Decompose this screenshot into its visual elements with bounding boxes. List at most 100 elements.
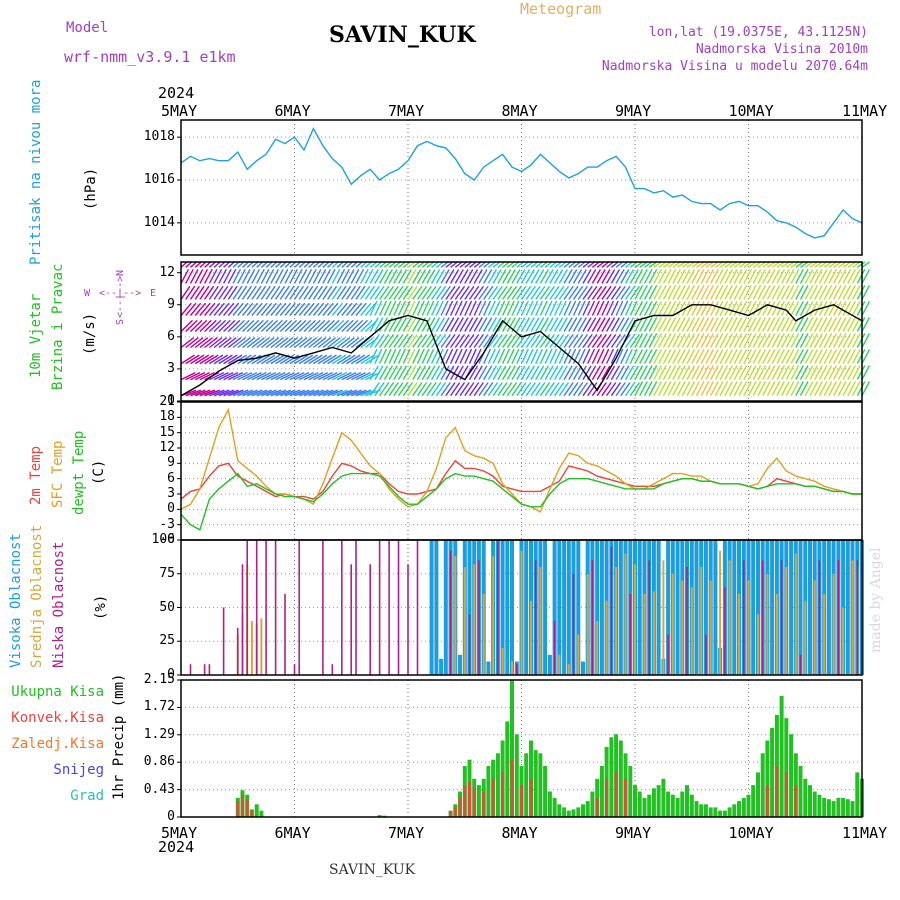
wind-barb (251, 337, 265, 349)
wind-barb (345, 302, 358, 316)
wind-barb (298, 354, 314, 365)
wind-barb (818, 365, 828, 380)
wind-barb (303, 268, 313, 284)
precip-bar-1 (614, 772, 618, 817)
wind-barb (360, 337, 374, 349)
wind-barb (591, 269, 602, 284)
wind-barb (596, 382, 607, 397)
wind-barb (691, 349, 700, 364)
wind-barb (738, 261, 748, 268)
wind-barb (672, 268, 681, 284)
precip-bar-0 (538, 753, 543, 817)
wind-barb (421, 348, 430, 364)
wind-barb (837, 365, 847, 380)
wind-barb (483, 269, 493, 284)
wind-barb (620, 285, 631, 300)
wind-barb (190, 371, 206, 381)
wind-barb (298, 285, 309, 300)
wind-barb (577, 261, 586, 268)
wind-barb (227, 354, 243, 365)
time-label-bottom: 9MAY (615, 824, 652, 842)
wind-barb (705, 300, 715, 316)
wind-barb (270, 285, 281, 300)
precip-bar-0 (741, 797, 746, 817)
wind-barb (426, 300, 435, 316)
cloud-bar-0 (505, 540, 510, 675)
wind-barb (501, 365, 512, 380)
precip-bar-0 (756, 772, 760, 817)
wind-barb (199, 337, 213, 349)
wind-barb (610, 365, 621, 380)
wind-barb (554, 261, 562, 268)
wind-barb (468, 300, 477, 316)
wind-barb (790, 284, 800, 300)
wind-barb (544, 269, 554, 284)
wind-barb (487, 300, 496, 316)
precip-bar-0 (675, 797, 680, 817)
wind-barb (799, 349, 809, 364)
wind-barb (294, 261, 301, 268)
wind-barb (558, 365, 568, 380)
wind-barb (407, 333, 418, 348)
cloud-bar-0 (637, 540, 642, 675)
wind-barb (724, 261, 733, 268)
wind-barb (606, 285, 617, 300)
wind-barb (700, 261, 710, 268)
precip-bar-1 (468, 782, 471, 817)
wind-barb (317, 354, 333, 365)
wind-barb (492, 269, 502, 284)
wind-barb (374, 285, 385, 300)
wind-barb (587, 300, 596, 316)
wind-barb (563, 348, 572, 364)
wind-barb (823, 261, 833, 268)
wind-barb (629, 285, 640, 300)
wind-barb (818, 333, 828, 348)
wind-barb (251, 285, 262, 300)
wind-barb (383, 300, 392, 316)
precip-bar-0 (486, 766, 491, 817)
wind-barb (799, 268, 809, 284)
time-label-top: 8MAY (501, 102, 538, 120)
precip-bar-0 (831, 801, 836, 817)
wind-barb (402, 261, 411, 268)
wind-barb (511, 382, 522, 397)
cloud-bar-0 (675, 540, 680, 675)
wind-barb (847, 381, 856, 397)
wind-barb (289, 302, 301, 316)
wind-barb (435, 382, 447, 397)
wind-barb (440, 285, 451, 300)
wind-barb (298, 337, 313, 349)
wind-barb (449, 269, 460, 284)
wind-barb (464, 300, 473, 316)
y-tick-label-precip: 0.43 (143, 781, 175, 797)
cloud-bar-0 (467, 540, 472, 675)
wind-barb (568, 365, 578, 380)
wind-barb (525, 365, 535, 380)
wind-barb (223, 261, 231, 268)
wind-barb (416, 334, 428, 348)
wind-barb (241, 268, 251, 284)
wind-barb (686, 381, 696, 397)
wind-barb (780, 349, 790, 364)
wind-barb (326, 268, 336, 284)
wind-barb (208, 319, 222, 333)
wind-barb (624, 382, 636, 397)
wind-barb (577, 317, 587, 332)
wind-barb (497, 269, 507, 284)
wind-barb (303, 371, 319, 381)
wind-barb (563, 317, 573, 332)
wind-barb (237, 261, 245, 268)
cloud-bar-1 (624, 553, 627, 675)
cloud-bar-1 (596, 621, 599, 675)
wind-barb (237, 389, 254, 397)
wind-barb (218, 285, 229, 300)
wind-barb (738, 268, 748, 284)
y-tick-label-temp: -6 (159, 532, 175, 547)
wind-barb (341, 302, 353, 316)
wind-barb (624, 348, 633, 364)
wind-barb (809, 268, 819, 284)
cloud-bar-1 (260, 618, 263, 675)
wind-barb (591, 348, 600, 364)
wind-barb (388, 261, 397, 268)
